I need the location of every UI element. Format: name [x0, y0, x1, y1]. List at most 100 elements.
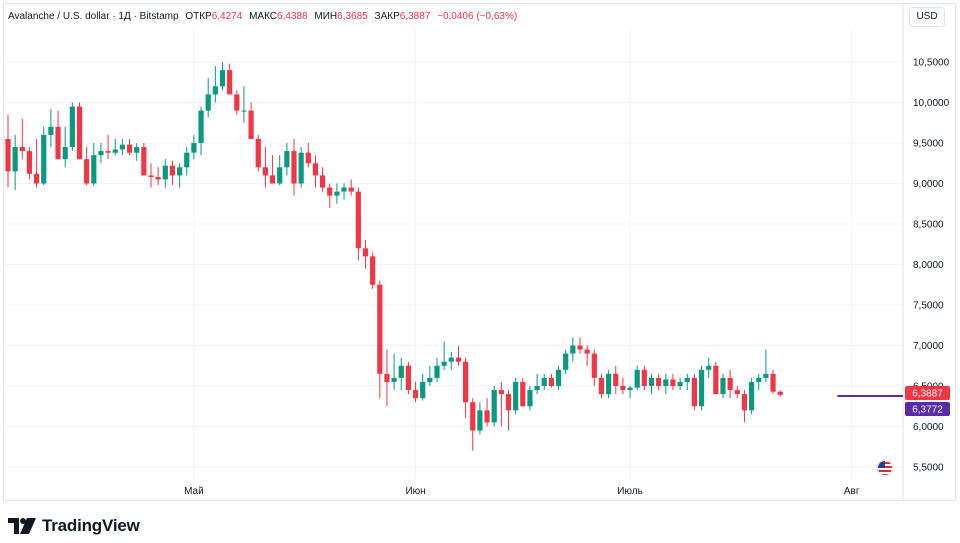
- y-tick-label: 6,0000: [913, 422, 944, 433]
- ma-price-label-bg: [905, 401, 950, 416]
- ma-price-label: 6,3772: [912, 404, 943, 415]
- candle-body: [606, 373, 612, 395]
- candle-body: [634, 369, 640, 388]
- candle-body: [420, 381, 426, 399]
- candle-body: [405, 365, 411, 391]
- x-tick-label: Июн: [405, 486, 425, 497]
- candle-body: [298, 152, 304, 184]
- open-value: 6,4274: [211, 11, 243, 22]
- candle-body: [398, 365, 404, 378]
- candle-body: [191, 143, 197, 153]
- candle-body: [62, 147, 68, 160]
- x-tick-label: Авг: [844, 486, 860, 497]
- candles: [5, 62, 783, 451]
- candle-body: [362, 248, 369, 257]
- tradingview-logo[interactable]: TradingView: [8, 516, 140, 536]
- candle-body: [534, 386, 540, 391]
- candle-body: [520, 381, 526, 407]
- candle-body: [284, 151, 290, 168]
- candle-body: [713, 365, 719, 395]
- symbol-header: Avalanche / U.S. dollar · 1Д · Bitstamp …: [8, 11, 517, 22]
- candle-body: [455, 357, 462, 362]
- candle-body: [312, 163, 319, 176]
- candle-body: [684, 377, 690, 382]
- high-value: 6,4388: [277, 11, 308, 22]
- candle-body: [484, 410, 490, 423]
- y-tick-label: 7,0000: [913, 341, 944, 352]
- candle-body: [26, 151, 33, 174]
- candle-body: [706, 365, 712, 370]
- y-tick-label: 9,0000: [913, 179, 944, 190]
- candle-body: [548, 377, 554, 386]
- open-label: ОТКР: [185, 11, 212, 22]
- candle-body: [412, 390, 419, 399]
- candle-body: [441, 361, 447, 366]
- y-tick-label: 8,0000: [913, 260, 944, 271]
- candle-body: [477, 410, 483, 431]
- close-value: 6,3887: [399, 11, 431, 22]
- candle-body: [648, 377, 655, 386]
- candle-body: [470, 402, 476, 431]
- candle-body: [741, 394, 748, 411]
- candle-body: [98, 151, 104, 156]
- candle-body: [598, 377, 605, 395]
- candle-body: [513, 381, 519, 411]
- candle-body: [48, 126, 54, 135]
- candle-body: [770, 373, 776, 392]
- candle-body: [5, 138, 11, 172]
- candle-body: [370, 256, 376, 285]
- candle-body: [91, 155, 97, 184]
- candle-body: [198, 110, 204, 143]
- us-flag-icon[interactable]: [876, 459, 894, 477]
- candle-body: [269, 175, 276, 184]
- candle-body: [341, 187, 347, 192]
- candle-body: [169, 165, 176, 176]
- candle-body: [55, 126, 61, 160]
- x-tick-label: Май: [184, 486, 204, 497]
- candle-body: [327, 187, 333, 196]
- y-tick-label: 5,5000: [913, 463, 944, 474]
- x-tick-label: Июль: [617, 486, 643, 497]
- candle-body: [434, 365, 440, 378]
- candle-body: [541, 377, 547, 386]
- candle-body: [12, 147, 18, 172]
- tradingview-logo-icon: [8, 518, 36, 534]
- candle-body: [69, 106, 75, 148]
- change-value: −0,0406 (−0,63%): [437, 11, 518, 22]
- candle-body: [591, 353, 597, 378]
- candle-body: [498, 390, 504, 395]
- candle-body: [763, 373, 769, 378]
- candle-body: [177, 167, 183, 176]
- candle-body: [691, 377, 697, 407]
- candle-body: [577, 345, 583, 350]
- candle-body: [427, 377, 433, 382]
- candle-body: [756, 377, 762, 382]
- candle-body: [255, 138, 261, 168]
- candle-body: [377, 284, 383, 374]
- candle-body: [670, 379, 676, 386]
- candle-body: [656, 377, 662, 386]
- symbol-title[interactable]: Avalanche / U.S. dollar · 1Д · Bitstamp: [8, 11, 179, 22]
- candle-body: [727, 377, 733, 391]
- candle-body: [105, 151, 111, 153]
- candle-body: [205, 94, 211, 111]
- candle-body: [627, 387, 633, 391]
- currency-button[interactable]: USD: [909, 7, 945, 27]
- last-price-label: 6,3887: [912, 389, 943, 400]
- candle-body: [384, 373, 390, 382]
- candle-body: [734, 390, 740, 395]
- price-labels: 6,3887 6,3772: [905, 386, 950, 416]
- candle-body: [391, 377, 397, 382]
- brand-name: TradingView: [42, 516, 140, 535]
- candle-body: [134, 147, 140, 153]
- candle-body: [527, 390, 533, 407]
- y-tick-label: 10,5000: [913, 58, 950, 69]
- candle-body: [34, 173, 40, 184]
- candle-body: [155, 177, 161, 180]
- candle-body: [491, 390, 497, 423]
- candle-body: [698, 369, 705, 407]
- candle-body: [119, 144, 125, 150]
- candle-body: [505, 394, 512, 411]
- candle-body: [248, 110, 254, 139]
